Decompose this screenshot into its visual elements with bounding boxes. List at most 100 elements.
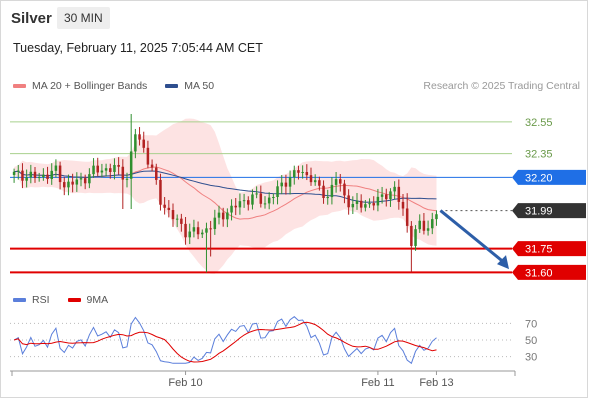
level-label-resistance-0: 32.55 [525, 117, 553, 129]
level-label-current-3: 31.99 [525, 206, 553, 218]
forecast-arrow-shaft [439, 209, 506, 265]
rsi-tick-label-50: 50 [525, 335, 537, 347]
candle-body [234, 205, 237, 208]
rsi-tick-label-70: 70 [525, 318, 537, 330]
candle-body [58, 165, 62, 183]
candle-body [401, 201, 405, 209]
candle-body [414, 229, 417, 246]
candle-body [334, 179, 338, 185]
instrument-title: Silver [11, 10, 52, 27]
candle-body [138, 134, 141, 140]
candle-body [305, 172, 309, 176]
candle-body [359, 200, 363, 208]
candle-body [67, 181, 70, 188]
candle-body [410, 225, 413, 246]
candle-body [29, 171, 33, 178]
candle-body [54, 165, 58, 171]
candle-body [385, 194, 388, 200]
candle-body [205, 228, 208, 233]
candle-body [83, 178, 87, 184]
candle-body [393, 186, 396, 192]
legend-swatch-9ma [67, 298, 81, 302]
candle-body [368, 203, 371, 205]
candle-body [247, 200, 250, 205]
candle-body [322, 185, 325, 198]
candle-body [180, 218, 183, 224]
candle-body [389, 191, 392, 200]
candle-body [104, 168, 108, 171]
candle-body [376, 196, 380, 206]
candle-body [113, 164, 116, 172]
legend-label-rsi: RSI [32, 294, 50, 306]
level-label-support-5-tag [512, 264, 586, 280]
candle-body [372, 203, 375, 206]
candle-body [431, 219, 434, 229]
candle-body [46, 174, 49, 180]
credit-text: Research © 2025 Trading Central [423, 80, 580, 92]
candle-body [343, 183, 346, 196]
candle-body [435, 214, 438, 220]
candle-body [255, 193, 258, 195]
candle-body [150, 164, 154, 168]
legend-swatch-rsi [13, 298, 26, 302]
candle-body [339, 179, 342, 184]
candle-body [226, 212, 229, 220]
time-tick-label-1: Feb 11 [361, 377, 394, 389]
candle-body [221, 212, 225, 220]
candle-body [351, 203, 355, 208]
bollinger-band-fill [14, 118, 437, 274]
candle-body [230, 205, 233, 213]
level-label-support-4-tag [512, 241, 586, 257]
candle-body [347, 195, 350, 208]
level-label-support-5: 31.60 [525, 267, 553, 279]
candle-body [75, 179, 79, 185]
candle-body [188, 231, 191, 238]
candle-body [242, 200, 246, 202]
candle-body [146, 147, 150, 165]
candle-body [309, 175, 313, 183]
level-label-current-3-tag [512, 203, 586, 219]
timestamp: Tuesday, February 11, 2025 7:05:44 AM CE… [13, 41, 263, 55]
candle-body [301, 172, 304, 174]
candle-body [167, 207, 171, 211]
candle-body [280, 182, 283, 187]
candle-body [121, 166, 125, 180]
candle-body [288, 177, 292, 187]
candle-body [50, 170, 53, 180]
level-label-resistance-1: 32.35 [525, 149, 553, 161]
candle-body [25, 177, 28, 181]
time-tick-label-2: Feb 13 [419, 377, 453, 389]
candle-body [17, 170, 20, 172]
candle-body [155, 167, 158, 180]
rsi-9ma-line [13, 321, 437, 363]
candle-body [259, 193, 263, 204]
candle-body [209, 228, 212, 230]
candle-body [175, 218, 179, 220]
candle-body [159, 179, 162, 205]
candle-body [318, 180, 321, 186]
candle-body [117, 164, 120, 167]
candle-body [163, 204, 166, 208]
legend-swatch-ma50 [165, 84, 179, 88]
candle-body [184, 223, 187, 238]
rsi-line [13, 316, 437, 365]
candle-body [217, 212, 221, 218]
candle-body [330, 184, 334, 198]
legend-label-ma50: MA 50 [184, 80, 215, 92]
candle-body [109, 168, 112, 172]
rsi-legend: RSI 9MA [13, 294, 126, 306]
level-label-support-4: 31.75 [525, 244, 553, 256]
candle-body [251, 194, 254, 205]
candle-body [92, 165, 95, 175]
candle-body [96, 165, 99, 173]
candle-body [293, 170, 296, 178]
candle-body [418, 220, 421, 230]
candle-body [171, 210, 175, 220]
candle-body [267, 197, 271, 204]
timeframe-badge[interactable]: 30 MIN [57, 7, 110, 29]
candle-body [192, 227, 196, 232]
level-label-pivot-2-tag [512, 169, 586, 185]
candle-body [263, 203, 267, 205]
legend-swatch-ma20 [13, 84, 26, 88]
